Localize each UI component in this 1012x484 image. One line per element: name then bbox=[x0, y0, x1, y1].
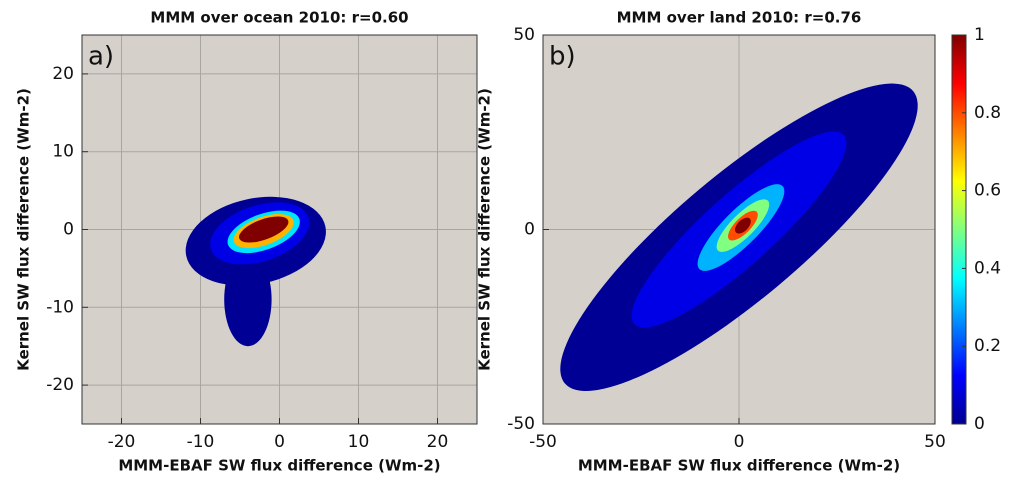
panel-label: b) bbox=[549, 42, 576, 72]
x-tick-label: -50 bbox=[529, 432, 557, 452]
x-tick-label: -10 bbox=[187, 432, 215, 452]
chart-title: MMM over land 2010: r=0.76 bbox=[617, 9, 862, 27]
colorbar-tick-label: 0.6 bbox=[974, 181, 1001, 201]
chart-title: MMM over ocean 2010: r=0.60 bbox=[150, 9, 408, 27]
y-tick-label: 0 bbox=[524, 220, 535, 240]
colorbar-tick-label: 0.8 bbox=[974, 103, 1001, 123]
y-axis-label: Kernel SW flux difference (Wm-2) bbox=[15, 88, 33, 371]
x-tick-label: 10 bbox=[348, 432, 370, 452]
colorbar bbox=[951, 34, 967, 425]
y-tick-label: -10 bbox=[46, 297, 74, 317]
colorbar-tick-label: 0 bbox=[974, 414, 985, 434]
density-region bbox=[734, 217, 751, 234]
colorbar-tick-label: 0.4 bbox=[974, 258, 1001, 278]
plot-frame bbox=[81, 34, 478, 425]
y-tick-label: -50 bbox=[507, 414, 535, 434]
y-tick-label: -20 bbox=[46, 375, 74, 395]
x-tick-label: 50 bbox=[924, 432, 946, 452]
y-tick-label: 20 bbox=[52, 64, 74, 84]
density-layer bbox=[185, 196, 326, 347]
x-axis-label: MMM-EBAF SW flux difference (Wm-2) bbox=[118, 457, 440, 475]
x-tick-label: 0 bbox=[734, 432, 745, 452]
panel-label: a) bbox=[88, 42, 114, 72]
y-tick-label: 50 bbox=[513, 25, 535, 45]
density-region bbox=[238, 216, 289, 243]
y-tick-label: 0 bbox=[63, 220, 74, 240]
colorbar-tick-label: 0.2 bbox=[974, 336, 1001, 356]
x-tick-label: 0 bbox=[274, 432, 285, 452]
x-tick-label: -20 bbox=[108, 432, 136, 452]
y-axis-label: Kernel SW flux difference (Wm-2) bbox=[476, 88, 494, 371]
x-tick-label: 20 bbox=[427, 432, 449, 452]
colorbar-tick-label: 1 bbox=[974, 25, 985, 45]
density-layer bbox=[560, 83, 918, 392]
plot-frame bbox=[542, 34, 936, 425]
y-tick-label: 10 bbox=[52, 142, 74, 162]
x-axis-label: MMM-EBAF SW flux difference (Wm-2) bbox=[578, 457, 900, 475]
